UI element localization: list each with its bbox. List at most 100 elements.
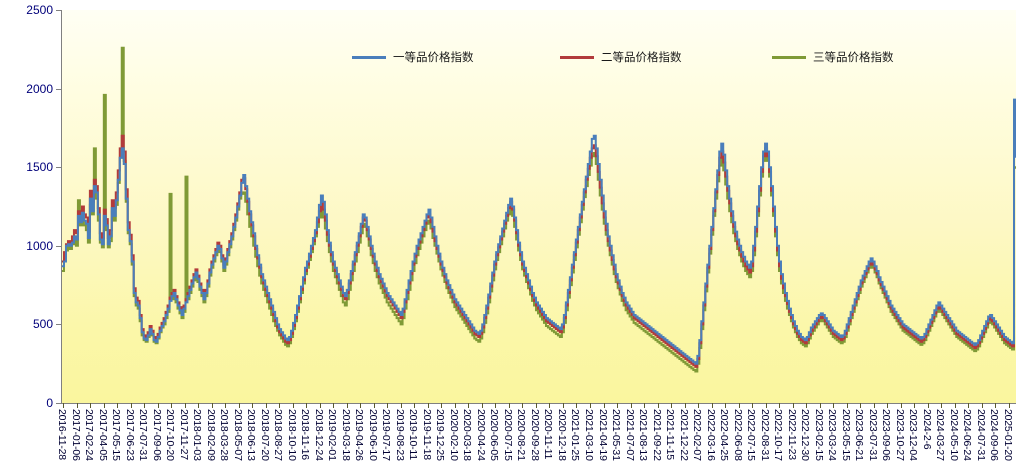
x-axis-tick-label: 2017-07-31 xyxy=(137,409,149,461)
x-axis-tick-label: 2020-08-21 xyxy=(515,409,527,461)
x-axis-tick xyxy=(293,403,294,408)
x-axis-tick xyxy=(401,403,402,408)
x-axis-tick xyxy=(968,403,969,408)
x-axis-tick xyxy=(671,403,672,408)
y-axis-tick-label: 0 xyxy=(46,396,53,410)
x-axis-tick xyxy=(239,403,240,408)
x-axis-tick xyxy=(995,403,996,408)
y-axis-tick-label: 500 xyxy=(32,317,53,332)
legend-swatch-icon xyxy=(560,55,594,59)
x-axis-tick-label: 2018-03-28 xyxy=(218,409,230,461)
x-axis-tick xyxy=(914,403,915,408)
series-svg xyxy=(62,46,1016,373)
x-axis-tick xyxy=(860,403,861,408)
x-axis-tick-label: 2018-02-09 xyxy=(205,409,217,461)
y-axis-tick-label: 2000 xyxy=(26,81,53,96)
x-axis-tick xyxy=(63,403,64,408)
x-axis-tick xyxy=(522,403,523,408)
x-axis-tick-label: 2017-09-06 xyxy=(151,409,163,461)
x-axis-tick xyxy=(266,403,267,408)
x-axis-tick-label: 2023-02-15 xyxy=(813,409,825,461)
y-axis-tick xyxy=(56,10,61,11)
x-axis-tick xyxy=(320,403,321,408)
y-axis-tick-label: 1500 xyxy=(26,160,53,175)
x-axis-tick-label: 2022-11-23 xyxy=(786,409,798,460)
x-axis-tick xyxy=(495,403,496,408)
x-axis-tick-label: 2023-09-06 xyxy=(880,409,892,461)
x-axis-tick xyxy=(658,403,659,408)
x-axis-tick xyxy=(374,403,375,408)
x-axis-tick-label: 2017-10-20 xyxy=(164,409,176,461)
x-axis-tick xyxy=(171,403,172,408)
x-axis-tick-label: 2018-05-07 xyxy=(232,409,244,461)
x-axis-tick-label: 2019-06-10 xyxy=(367,409,379,461)
x-axis-tick-label: 2022-03-16 xyxy=(705,409,717,461)
y-axis-tick xyxy=(56,403,61,404)
x-axis-tick xyxy=(428,403,429,408)
x-axis-tick-label: 2021-03-10 xyxy=(583,409,595,461)
x-axis-tick-label: 2024-07-31 xyxy=(975,409,987,461)
x-axis-tick xyxy=(806,403,807,408)
x-axis-tick-label: 2021-07-07 xyxy=(624,409,636,461)
x-axis-tick xyxy=(982,403,983,408)
x-axis-tick xyxy=(874,403,875,408)
x-axis-tick xyxy=(617,403,618,408)
x-axis-tick-label: 2024-06-24 xyxy=(961,409,973,461)
series-line-1 xyxy=(62,98,1016,365)
x-axis-tick-label: 2018-12-24 xyxy=(313,409,325,461)
x-axis-tick xyxy=(549,403,550,408)
x-axis-tick xyxy=(90,403,91,408)
x-axis-tick xyxy=(887,403,888,408)
x-axis-tick xyxy=(563,403,564,408)
x-axis-tick-label: 2022-07-15 xyxy=(745,409,757,461)
x-axis-tick xyxy=(455,403,456,408)
x-axis-tick xyxy=(104,403,105,408)
x-axis-tick xyxy=(198,403,199,408)
x-axis-tick-label: 2020-12-18 xyxy=(556,409,568,461)
x-axis-tick-label: 2019-10-11 xyxy=(407,409,419,460)
x-axis-tick xyxy=(306,403,307,408)
y-axis-tick-label: 2500 xyxy=(26,3,53,17)
x-axis-tick xyxy=(631,403,632,408)
x-axis-tick-label: 2021-09-22 xyxy=(651,409,663,461)
x-axis-tick xyxy=(468,403,469,408)
x-axis-tick-label: 2021-05-31 xyxy=(610,409,622,461)
y-axis-tick-label: 1000 xyxy=(26,238,53,253)
y-axis-tick xyxy=(56,167,61,169)
x-axis-tick-label: 2019-12-25 xyxy=(434,409,446,461)
x-axis-tick-label: 2025-01-20 xyxy=(1002,409,1014,461)
x-axis-tick xyxy=(698,403,699,408)
legend-item-1[interactable]: 一等品价格指数 xyxy=(352,48,474,66)
x-axis-tick xyxy=(158,403,159,408)
x-axis-tick-label: 2021-11-15 xyxy=(664,409,676,460)
x-axis-tick xyxy=(590,403,591,408)
x-axis-tick-label: 2024-03-27 xyxy=(934,409,946,461)
y-axis-tick xyxy=(56,324,61,326)
legend-item-3[interactable]: 三等品价格指数 xyxy=(772,48,894,66)
x-axis-tick-label: 2023-03-24 xyxy=(826,409,838,461)
x-axis-tick-label: 2020-04-24 xyxy=(475,409,487,461)
x-axis-tick-label: 2019-11-18 xyxy=(421,409,433,460)
x-axis-tick-label: 2021-12-22 xyxy=(678,409,690,461)
x-axis-tick-label: 2017-06-23 xyxy=(124,409,136,461)
x-axis-tick-label: 2023-12-04 xyxy=(907,409,919,461)
series-line-2 xyxy=(62,106,1016,368)
legend-item-2[interactable]: 二等品价格指数 xyxy=(560,48,682,66)
x-axis-tick xyxy=(347,403,348,408)
x-axis-tick xyxy=(333,403,334,408)
legend-swatch-icon xyxy=(772,55,806,59)
x-axis-tick-label: 2019-07-17 xyxy=(380,409,392,461)
x-axis-tick xyxy=(414,403,415,408)
x-axis-tick-label: 2019-03-18 xyxy=(340,409,352,461)
x-axis-tick-label: 2023-05-15 xyxy=(840,409,852,461)
chart-legend: 一等品价格指数 二等品价格指数 三等品价格指数 xyxy=(352,48,894,66)
x-axis-tick xyxy=(185,403,186,408)
x-axis-line xyxy=(61,403,1016,404)
x-axis-tick xyxy=(712,403,713,408)
x-axis-tick xyxy=(941,403,942,408)
x-axis-tick-label: 2023-06-21 xyxy=(853,409,865,461)
x-axis-tick xyxy=(685,403,686,408)
x-axis-tick xyxy=(644,403,645,408)
x-axis-tick-label: 2022-10-17 xyxy=(772,409,784,461)
x-axis-tick xyxy=(360,403,361,408)
